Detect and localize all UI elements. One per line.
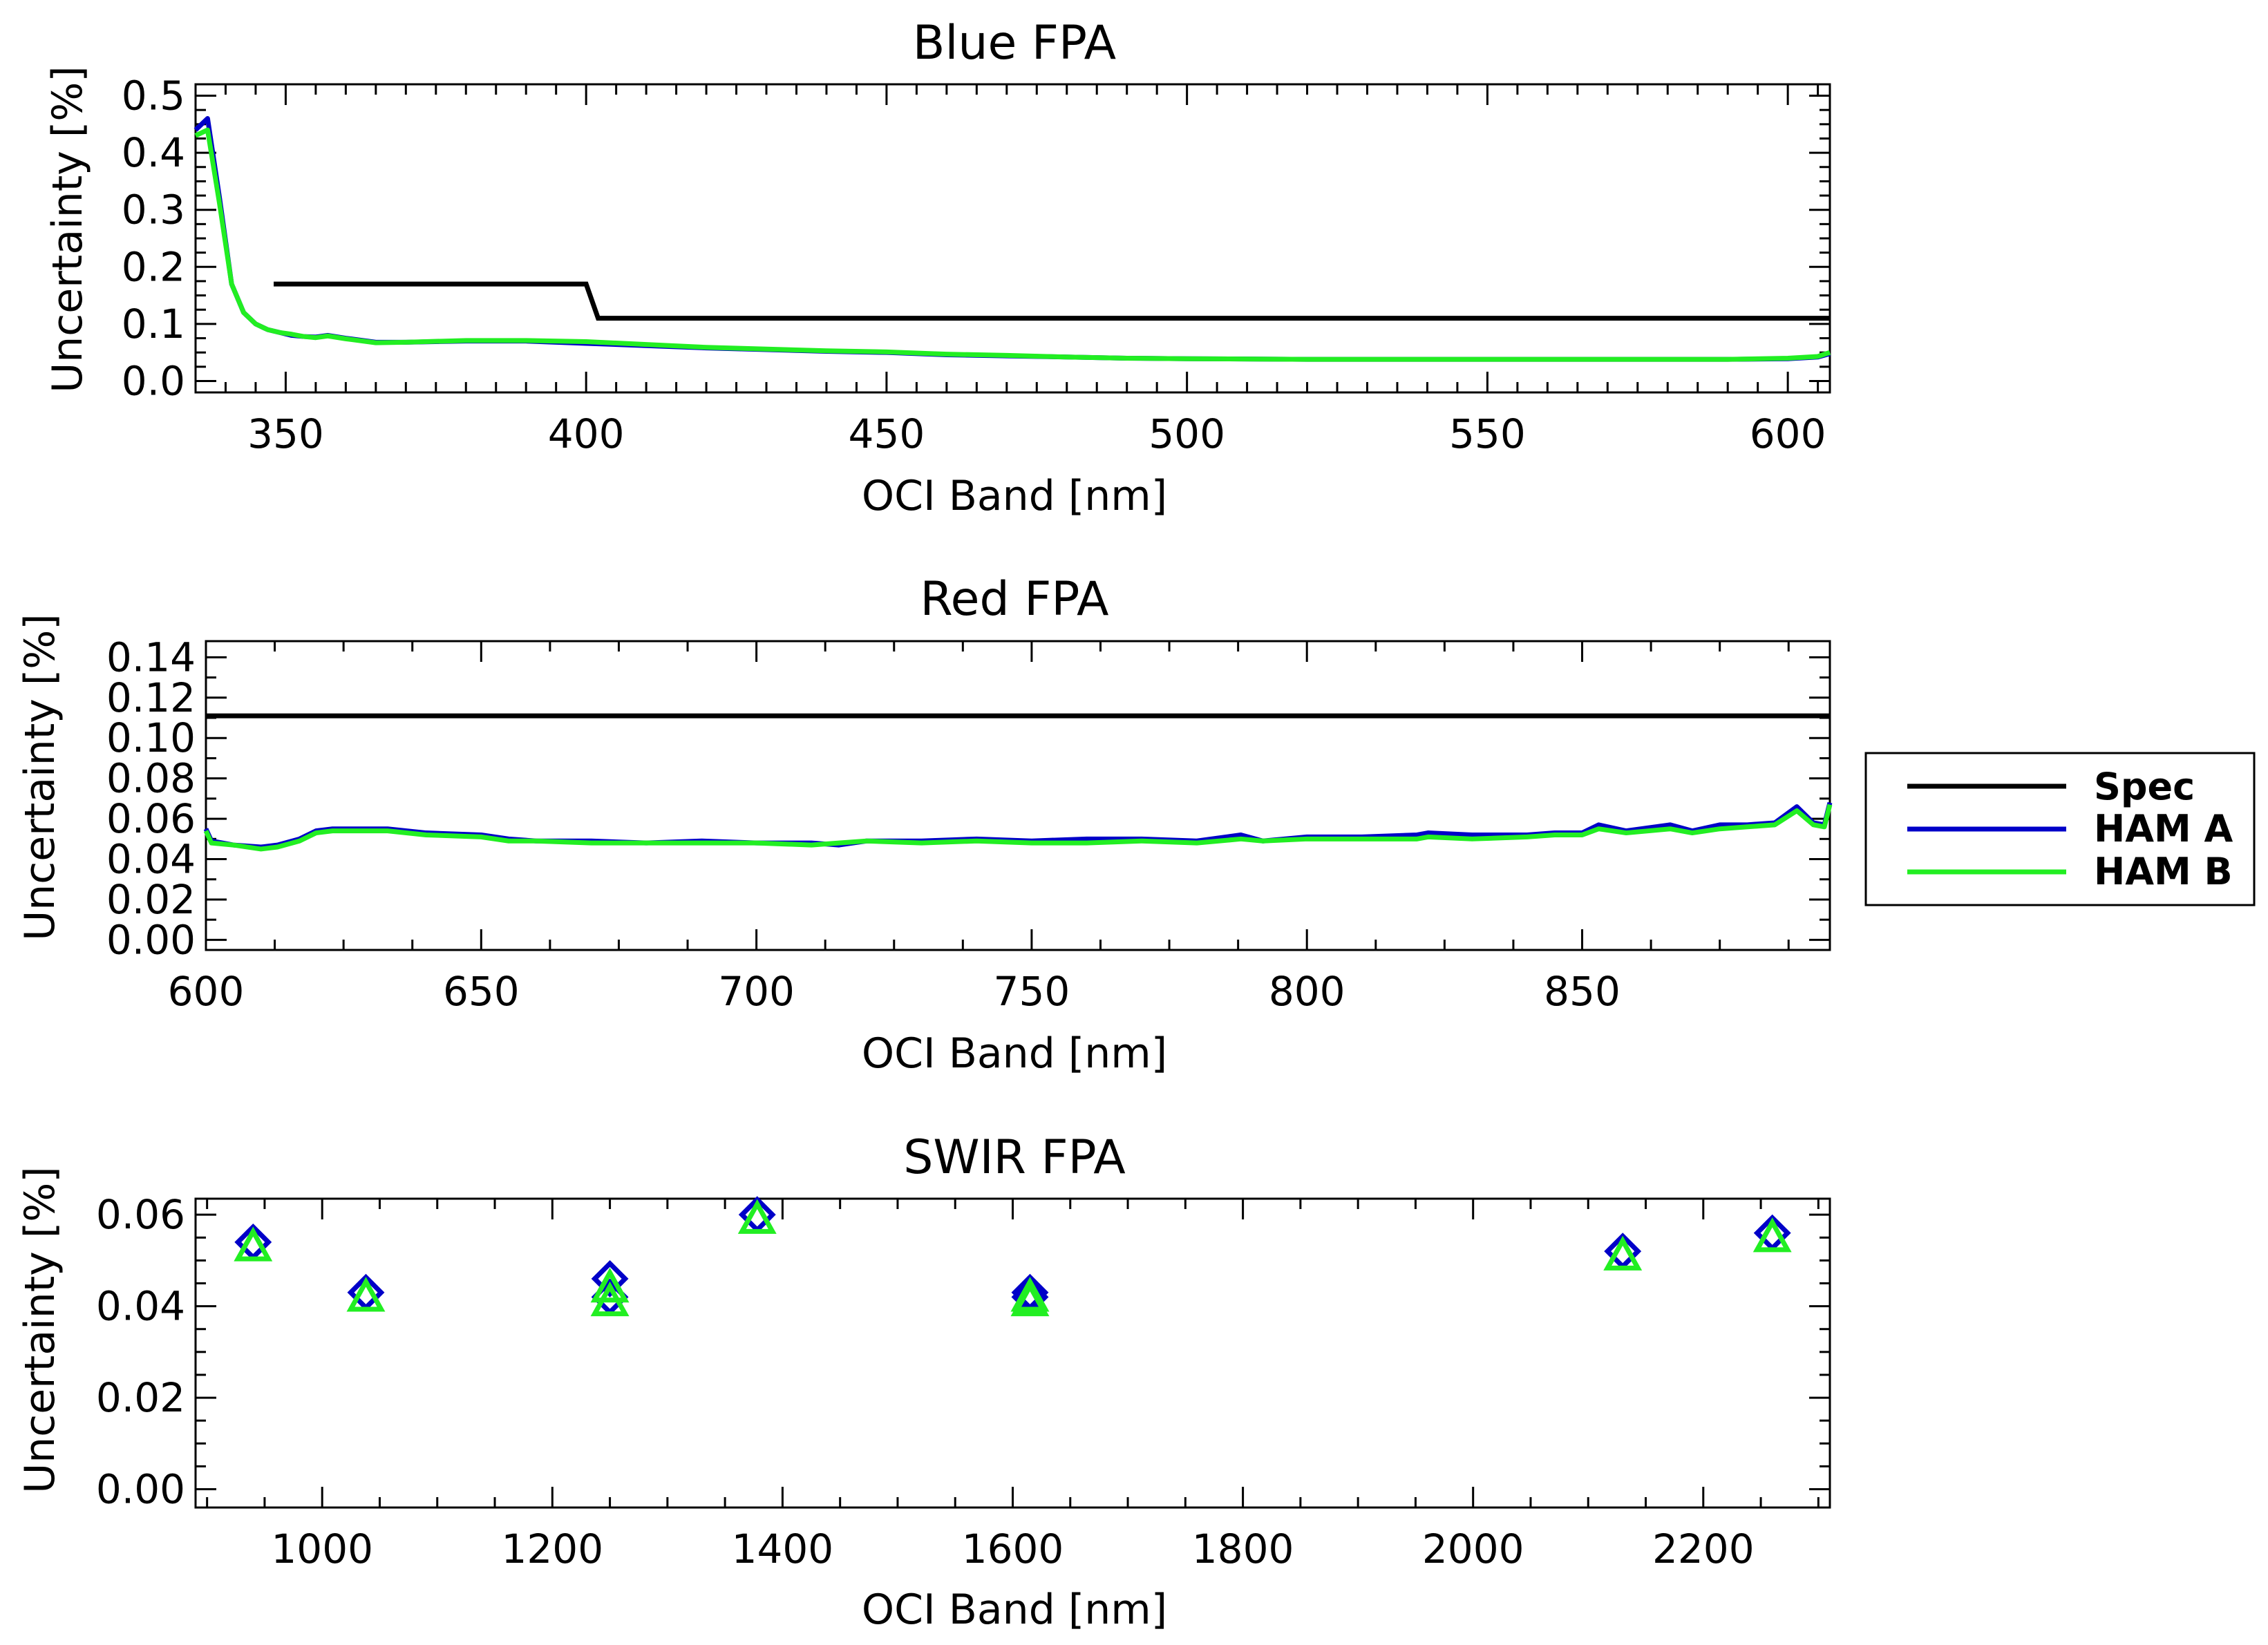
y-axis-label-red: Uncertainty [%]	[16, 614, 64, 940]
panel-title-red: Red FPA	[920, 572, 1108, 627]
x-tick-label-red: 750	[994, 968, 1070, 1015]
x-axis-label-blue: OCI Band [nm]	[862, 472, 1167, 520]
red-fpa-panel: 600 650 700 750 800 8500.000.020.040.060.080.…	[106, 634, 1833, 1015]
y-tick-label-red: 0.08	[106, 755, 196, 802]
x-tick-label-blue: 350	[247, 410, 324, 457]
y-axis-label-swir: Uncertainty [%]	[16, 1166, 64, 1493]
y-tick-label-swir: 0.04	[96, 1283, 185, 1330]
x-tick-label-blue: 550	[1449, 410, 1526, 457]
swir-fpa-panel: 1000 1200 1400 1600 1800 2000 2200 0.00 0.02 0.04…	[96, 1191, 1831, 1572]
x-tick-label-red: 650	[443, 968, 520, 1015]
x-axis-label-swir: OCI Band [nm]	[862, 1586, 1167, 1634]
y-axis-label-blue: Uncertainty [%]	[44, 66, 92, 392]
y-tick-label-red: 0.00	[106, 916, 196, 963]
x-tick-label-swir: 1000	[271, 1525, 373, 1572]
y-tick-label-swir: 0.06	[96, 1191, 185, 1238]
y-tick-label-blue: 0.5	[122, 73, 185, 120]
x-tick-label-swir: 1200	[501, 1525, 603, 1572]
ham-b-point	[1010, 1281, 1050, 1317]
plot-frame-red	[205, 640, 1831, 951]
panel-title-swir: SWIR FPA	[903, 1130, 1126, 1185]
y-tick-label-red: 0.14	[106, 634, 196, 681]
y-tick-label-blue: 0.1	[122, 301, 185, 348]
x-axis-label-red: OCI Band [nm]	[862, 1029, 1167, 1078]
ham-b-point	[590, 1267, 630, 1303]
x-tick-label-red: 700	[718, 968, 795, 1015]
y-tick-label-swir: 0.00	[96, 1466, 185, 1513]
x-tick-label-swir: 1600	[962, 1525, 1064, 1572]
legend-label-ham-a: HAM A	[2094, 807, 2233, 850]
legend-label-ham-b: HAM B	[2094, 850, 2233, 893]
x-tick-label-red: 800	[1269, 968, 1345, 1015]
y-tick-label-red: 0.04	[106, 836, 196, 883]
y-tick-label-red: 0.10	[106, 714, 196, 761]
panel-title-blue: Blue FPA	[913, 16, 1116, 70]
x-tick-label-blue: 600	[1750, 410, 1826, 457]
legend-label-spec: Spec	[2094, 765, 2195, 808]
x-tick-label-blue: 500	[1149, 410, 1225, 457]
ham-b-series-line-red	[203, 804, 1833, 852]
legend: Spec HAM A HAM B	[1864, 752, 2256, 906]
y-tick-label-blue: 0.3	[122, 187, 185, 234]
x-tick-label-blue: 450	[849, 410, 925, 457]
ham-b-point	[346, 1277, 386, 1312]
ham-a-point	[591, 1259, 629, 1297]
y-tick-label-blue: 0.0	[122, 357, 185, 404]
x-tick-label-swir: 1400	[732, 1525, 834, 1572]
ham-b-point	[234, 1226, 273, 1262]
x-tick-label-red: 850	[1544, 968, 1620, 1015]
ham-b-point	[1603, 1235, 1643, 1271]
y-tick-label-red: 0.02	[106, 876, 196, 923]
ham-b-point	[1752, 1217, 1792, 1253]
y-tick-label-swir: 0.02	[96, 1374, 185, 1421]
y-tick-label-blue: 0.4	[122, 129, 185, 176]
x-tick-label-swir: 1800	[1192, 1525, 1294, 1572]
x-tick-label-swir: 2000	[1422, 1525, 1524, 1572]
y-tick-label-red: 0.06	[106, 795, 196, 842]
ham-b-point	[737, 1199, 777, 1234]
y-tick-label-red: 0.12	[106, 674, 196, 721]
blue-fpa-panel: 350 400 450 500 550 600 0.0 0.1 0.2 0.3 0.4 0.5	[122, 73, 1831, 457]
y-tick-label-blue: 0.2	[122, 243, 185, 290]
x-tick-label-red: 600	[168, 968, 245, 1015]
ham-b-point	[590, 1281, 630, 1317]
spec-line-blue	[274, 281, 1830, 321]
ham-b-series-line-blue	[194, 127, 1831, 362]
x-tick-label-swir: 2200	[1652, 1525, 1755, 1572]
x-tick-label-blue: 400	[548, 410, 625, 457]
